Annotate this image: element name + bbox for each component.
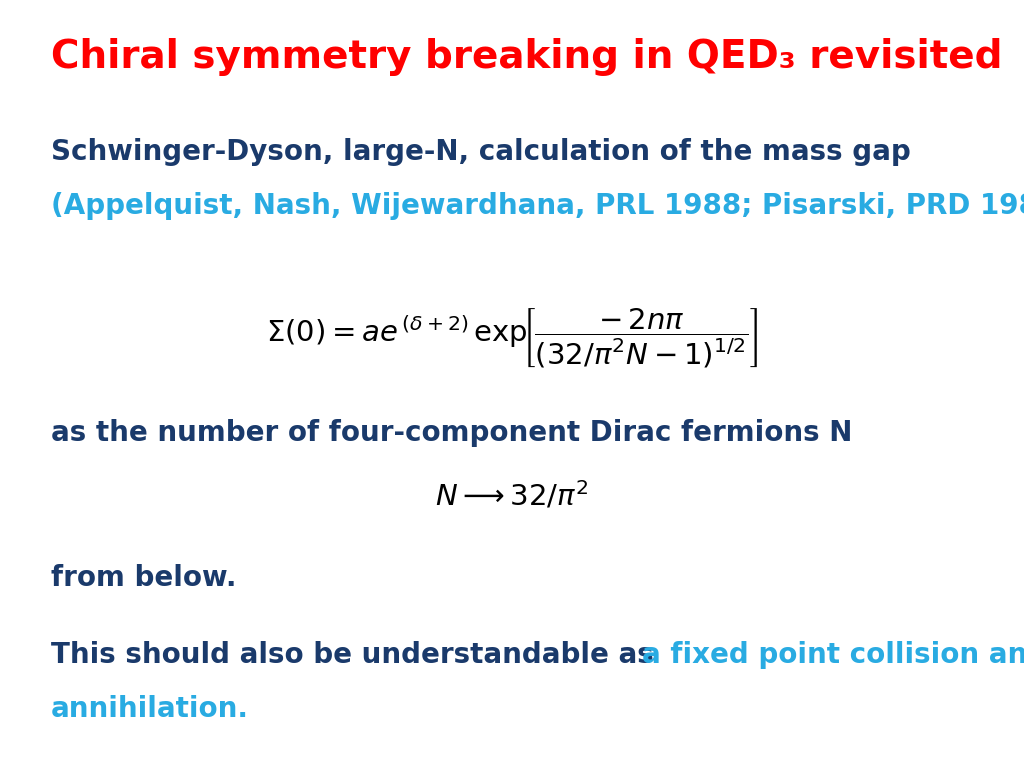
Text: (Appelquist, Nash, Wijewardhana, PRL 1988; Pisarski, PRD 1984):: (Appelquist, Nash, Wijewardhana, PRL 198… (51, 192, 1024, 220)
Text: from below.: from below. (51, 564, 237, 592)
Text: annihilation.: annihilation. (51, 695, 249, 723)
Text: as the number of four-component Dirac fermions N: as the number of four-component Dirac fe… (51, 419, 853, 446)
Text: This should also be understandable as: This should also be understandable as (51, 641, 664, 669)
Text: $\Sigma(0) = ae^{\,(\delta+2)}\,\mathrm{exp}\!\left[\dfrac{-\,2n\pi}{(32/\pi^2 N: $\Sigma(0) = ae^{\,(\delta+2)}\,\mathrm{… (265, 307, 759, 370)
Text: Schwinger-Dyson, large-N, calculation of the mass gap: Schwinger-Dyson, large-N, calculation of… (51, 138, 911, 166)
Text: $N \longrightarrow 32/\pi^2$: $N \longrightarrow 32/\pi^2$ (435, 480, 589, 512)
Text: Chiral symmetry breaking in QED₃ revisited: Chiral symmetry breaking in QED₃ revisit… (51, 38, 1002, 76)
Text: a fixed point collision and: a fixed point collision and (642, 641, 1024, 669)
